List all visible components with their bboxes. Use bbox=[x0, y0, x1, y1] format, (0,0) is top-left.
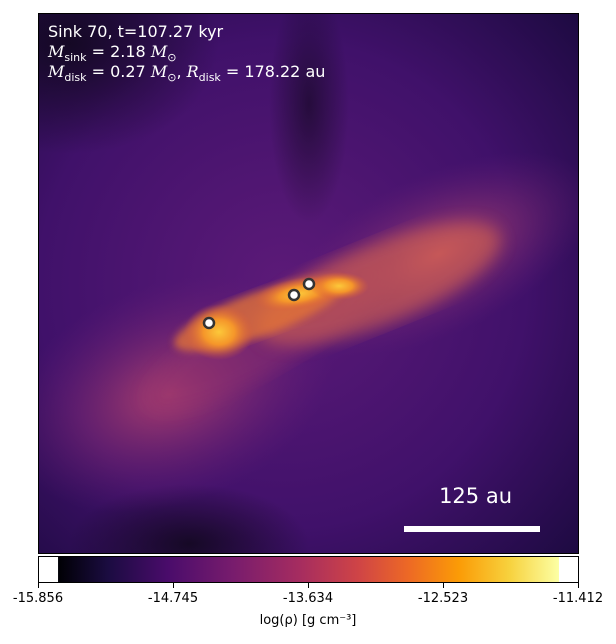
colorbar-tick-label: -15.856 bbox=[12, 591, 64, 606]
colorbar-tick-label: -14.745 bbox=[147, 591, 199, 606]
sink-marker-icon bbox=[302, 277, 316, 291]
sink-mass-label: Msink = 2.18 M⊙ bbox=[48, 42, 177, 65]
colorbar bbox=[38, 556, 579, 583]
colorbar-tick-label: -12.523 bbox=[417, 591, 469, 606]
colorbar-tick bbox=[308, 583, 309, 588]
sink-markers bbox=[202, 277, 316, 330]
density-map-panel: Sink 70, t=107.27 kyr Msink = 2.18 M⊙ Md… bbox=[38, 13, 579, 554]
colorbar-tick-label: -11.412 bbox=[552, 591, 604, 606]
colorbar-tick bbox=[38, 583, 39, 588]
colorbar-tick bbox=[443, 583, 444, 588]
scale-bar bbox=[404, 526, 540, 532]
colorbar-tick bbox=[173, 583, 174, 588]
colorbar-axis-label: log(ρ) [g cm⁻³] bbox=[259, 613, 357, 628]
colorbar-tick-label: -13.634 bbox=[282, 591, 334, 606]
scale-bar-label: 125 au bbox=[439, 484, 512, 508]
sink-marker-icon bbox=[202, 316, 216, 330]
disk-properties-label: Mdisk = 0.27 M⊙, Rdisk = 178.22 au bbox=[48, 62, 326, 85]
density-map-image bbox=[39, 14, 578, 553]
sink-marker-icon bbox=[287, 288, 301, 302]
sink-time-label: Sink 70, t=107.27 kyr bbox=[48, 22, 224, 41]
colorbar-tick bbox=[578, 583, 579, 588]
